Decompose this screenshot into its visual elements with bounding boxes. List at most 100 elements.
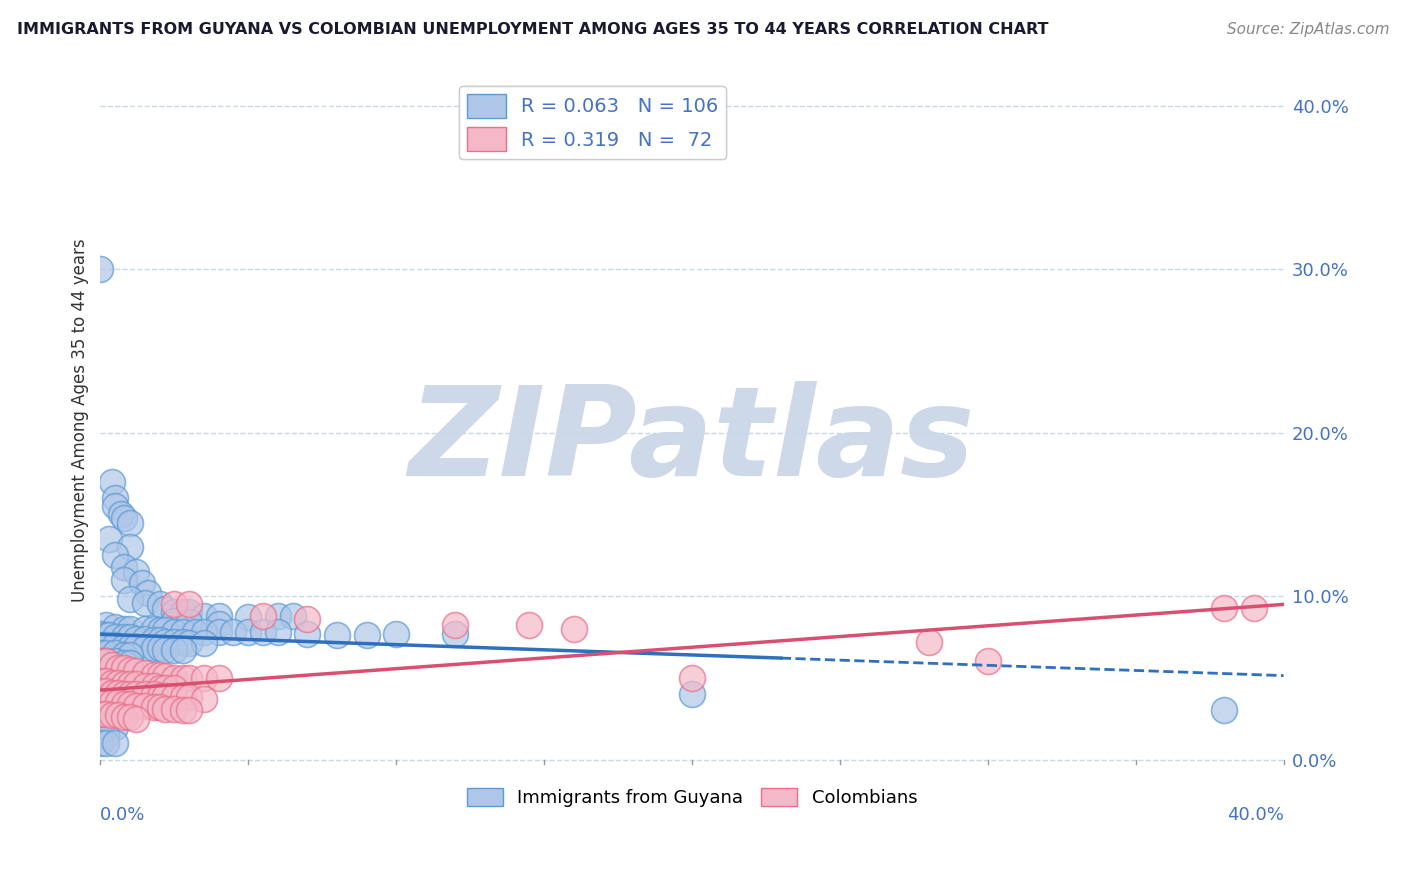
Point	[89, 679, 111, 693]
Point	[148, 681, 170, 695]
Point	[163, 614, 186, 628]
Point	[89, 674, 111, 689]
Point	[177, 671, 200, 685]
Point	[1213, 704, 1236, 718]
Point	[104, 620, 127, 634]
Legend: R = 0.063   N = 106, R = 0.319   N =  72: R = 0.063 N = 106, R = 0.319 N = 72	[460, 87, 727, 159]
Point	[118, 540, 141, 554]
Point	[118, 648, 141, 662]
Point	[148, 624, 170, 638]
Point	[163, 681, 186, 695]
Point	[134, 632, 156, 646]
Point	[118, 710, 141, 724]
Point	[101, 475, 124, 489]
Point	[112, 677, 135, 691]
Point	[112, 573, 135, 587]
Point	[96, 687, 118, 701]
Point	[118, 687, 141, 701]
Point	[172, 671, 194, 685]
Point	[193, 625, 215, 640]
Point	[104, 646, 127, 660]
Point	[267, 625, 290, 640]
Point	[101, 708, 124, 723]
Point	[89, 695, 111, 709]
Point	[89, 728, 111, 742]
Point	[104, 638, 127, 652]
Point	[148, 641, 170, 656]
Point	[163, 702, 186, 716]
Point	[89, 704, 111, 718]
Point	[208, 608, 231, 623]
Point	[96, 728, 118, 742]
Point	[142, 641, 165, 656]
Point	[110, 508, 132, 522]
Point	[101, 675, 124, 690]
Point	[89, 655, 111, 669]
Point	[142, 687, 165, 701]
Point	[172, 606, 194, 620]
Point	[385, 626, 408, 640]
Point	[96, 712, 118, 726]
Point	[125, 565, 148, 579]
Point	[96, 663, 118, 677]
Point	[444, 626, 467, 640]
Point	[89, 638, 111, 652]
Point	[96, 694, 118, 708]
Point	[112, 640, 135, 654]
Point	[96, 655, 118, 669]
Point	[134, 641, 156, 656]
Point	[98, 628, 121, 642]
Point	[125, 640, 148, 654]
Point	[118, 630, 141, 644]
Point	[134, 679, 156, 693]
Point	[112, 710, 135, 724]
Point	[562, 622, 585, 636]
Point	[101, 657, 124, 672]
Point	[681, 687, 703, 701]
Point	[444, 618, 467, 632]
Point	[163, 635, 186, 649]
Point	[118, 516, 141, 530]
Point	[193, 692, 215, 706]
Point	[125, 698, 148, 713]
Point	[125, 677, 148, 691]
Point	[163, 597, 186, 611]
Point	[96, 736, 118, 750]
Point	[89, 262, 111, 277]
Point	[112, 656, 135, 670]
Point	[297, 626, 319, 640]
Point	[134, 687, 156, 701]
Point	[112, 630, 135, 644]
Point	[118, 640, 141, 654]
Point	[172, 690, 194, 705]
Point	[112, 622, 135, 636]
Point	[148, 667, 170, 681]
Point	[155, 669, 177, 683]
Text: 0.0%: 0.0%	[100, 805, 146, 824]
Point	[112, 559, 135, 574]
Point	[134, 698, 156, 713]
Point	[107, 675, 129, 690]
Point	[104, 704, 127, 718]
Point	[208, 616, 231, 631]
Point	[104, 720, 127, 734]
Point	[134, 596, 156, 610]
Point	[142, 633, 165, 648]
Point	[193, 608, 215, 623]
Point	[148, 633, 170, 648]
Point	[118, 592, 141, 607]
Point	[977, 655, 1000, 669]
Point	[356, 628, 378, 642]
Point	[96, 655, 118, 669]
Point	[267, 608, 290, 623]
Point	[148, 700, 170, 714]
Point	[142, 622, 165, 636]
Text: 40.0%: 40.0%	[1227, 805, 1284, 824]
Point	[96, 679, 118, 693]
Point	[96, 704, 118, 718]
Text: Source: ZipAtlas.com: Source: ZipAtlas.com	[1226, 22, 1389, 37]
Point	[177, 636, 200, 650]
Point	[134, 665, 156, 680]
Point	[163, 606, 186, 620]
Point	[104, 548, 127, 562]
